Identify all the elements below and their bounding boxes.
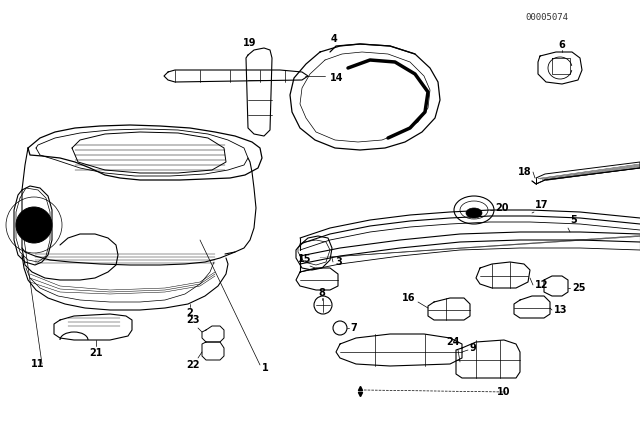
Text: 21: 21 xyxy=(89,348,103,358)
Text: 9: 9 xyxy=(470,343,477,353)
Text: 25: 25 xyxy=(572,283,586,293)
Text: 2: 2 xyxy=(187,308,193,318)
Text: 22: 22 xyxy=(186,360,200,370)
Text: 14: 14 xyxy=(330,73,344,83)
Text: 10: 10 xyxy=(497,387,510,397)
Text: 20: 20 xyxy=(495,203,509,213)
Text: 16: 16 xyxy=(401,293,415,303)
Text: 5: 5 xyxy=(570,215,577,225)
Text: 18: 18 xyxy=(518,167,532,177)
Text: 17: 17 xyxy=(535,200,548,210)
Text: 23: 23 xyxy=(186,315,200,325)
Text: 7: 7 xyxy=(350,323,356,333)
Text: 1: 1 xyxy=(262,363,268,373)
Text: 19: 19 xyxy=(243,38,257,48)
Text: 12: 12 xyxy=(535,280,548,290)
Text: 3: 3 xyxy=(335,257,342,267)
Text: 13: 13 xyxy=(554,305,568,315)
Text: 6: 6 xyxy=(559,40,565,50)
Text: 11: 11 xyxy=(31,359,44,369)
Text: 8: 8 xyxy=(319,288,325,298)
Text: 15: 15 xyxy=(298,254,312,264)
Circle shape xyxy=(16,207,52,243)
Text: 24: 24 xyxy=(447,337,460,347)
Ellipse shape xyxy=(466,208,482,218)
Text: 4: 4 xyxy=(331,34,337,44)
Text: 00005074: 00005074 xyxy=(525,13,569,22)
